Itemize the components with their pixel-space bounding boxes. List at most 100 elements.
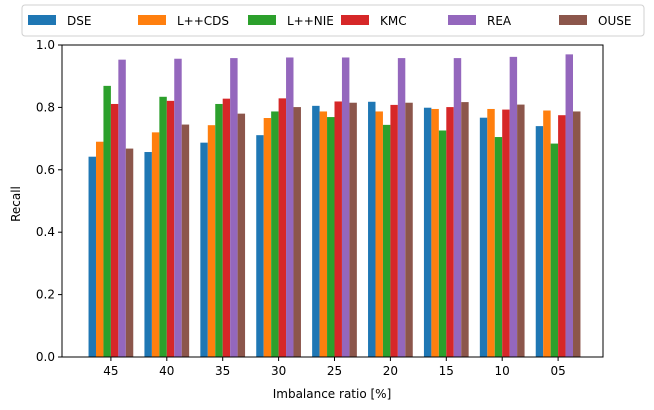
bar	[278, 98, 287, 357]
bar	[390, 104, 398, 358]
bar	[293, 107, 301, 357]
bar	[118, 59, 126, 357]
bar	[509, 56, 518, 358]
bar	[312, 105, 320, 357]
bar	[479, 117, 488, 357]
y-axis-label: Recall	[9, 186, 23, 222]
bar	[327, 117, 335, 357]
legend-item: DSE	[28, 14, 91, 28]
bar	[110, 103, 119, 357]
legend: DSE L++CDS L++NIE KMC REA OUSE	[21, 4, 645, 37]
y-tick-label: 0.6	[36, 163, 55, 177]
bar	[565, 54, 573, 358]
legend-label: KMC	[380, 14, 407, 28]
bar	[159, 96, 167, 357]
bar	[502, 109, 510, 357]
bar	[125, 148, 134, 357]
series-dse	[88, 101, 544, 358]
bar	[423, 107, 432, 358]
bar	[453, 58, 462, 357]
x-tick-label: 35	[215, 364, 230, 378]
legend-item: L++CDS	[138, 14, 229, 28]
bar	[103, 85, 111, 358]
y-tick-label: 0.2	[36, 288, 55, 302]
x-tick-label: 20	[383, 364, 398, 378]
legend-label: DSE	[67, 14, 91, 28]
bar	[334, 101, 342, 357]
bar	[438, 130, 447, 357]
bar	[573, 111, 581, 358]
bar	[431, 108, 439, 358]
legend-item: OUSE	[559, 14, 631, 28]
bar	[341, 57, 350, 357]
bar	[166, 100, 175, 357]
bar	[263, 118, 272, 357]
bar	[181, 124, 190, 357]
legend-label: OUSE	[598, 14, 631, 28]
bar	[543, 110, 551, 358]
y-tick-label: 0.0	[36, 350, 55, 364]
x-tick-label: 30	[271, 364, 286, 378]
bar	[88, 156, 96, 357]
legend-swatch	[448, 15, 476, 25]
x-tick-label: 15	[439, 364, 454, 378]
y-tick-label: 0.8	[36, 100, 55, 114]
x-tick-label: 25	[327, 364, 342, 378]
bar	[446, 107, 454, 357]
legend-label: L++NIE	[287, 14, 334, 28]
legend-item: REA	[448, 14, 512, 28]
x-tick-label: 05	[550, 364, 565, 378]
bar	[461, 102, 469, 357]
x-tick-label: 10	[495, 364, 510, 378]
bar	[95, 141, 104, 357]
x-tick-label: 40	[159, 364, 174, 378]
y-tick-label: 0.4	[36, 225, 55, 239]
bar	[144, 152, 152, 357]
bar	[349, 102, 357, 357]
bar	[487, 108, 495, 358]
legend-label: REA	[487, 14, 512, 28]
legend-swatch	[28, 15, 56, 25]
x-tick-label: 45	[103, 364, 118, 378]
series-l-cds	[95, 108, 551, 358]
series-ouse	[125, 102, 581, 358]
bar	[271, 111, 279, 358]
y-tick-label: 1.0	[36, 38, 55, 52]
bar	[375, 111, 383, 358]
bar	[151, 132, 160, 357]
bar	[174, 58, 182, 357]
bar	[405, 102, 413, 357]
bar	[286, 57, 294, 357]
legend-swatch	[559, 15, 587, 25]
series-rea	[118, 54, 573, 358]
legend-swatch	[248, 15, 276, 25]
legend-frame	[21, 4, 645, 37]
bar	[319, 111, 328, 358]
bar	[230, 58, 238, 357]
axes: 0.0 0.2 0.4 0.6 0.8 1.0 45 40 35 30 25 20 15 10 05	[36, 38, 604, 378]
bar	[200, 142, 208, 357]
x-axis-label: Imbalance ratio [%]	[273, 387, 392, 401]
bar	[494, 137, 503, 357]
legend-swatch	[138, 15, 166, 25]
plot-frame	[61, 44, 604, 358]
series-kmc	[110, 98, 566, 358]
bar	[517, 104, 525, 357]
legend-label: L++CDS	[177, 14, 229, 28]
bar	[368, 101, 376, 357]
bar	[237, 113, 246, 357]
bar	[550, 143, 559, 357]
bar	[215, 103, 223, 357]
bar	[535, 126, 544, 358]
bar	[382, 124, 391, 358]
legend-swatch	[341, 15, 369, 25]
bar	[397, 58, 406, 357]
bar	[207, 125, 216, 358]
legend-item: L++NIE	[248, 14, 334, 28]
series-l-nie	[103, 85, 559, 358]
bar-series-group	[88, 54, 581, 358]
bar	[256, 135, 264, 357]
legend-item: KMC	[341, 14, 407, 28]
bar	[222, 98, 231, 357]
